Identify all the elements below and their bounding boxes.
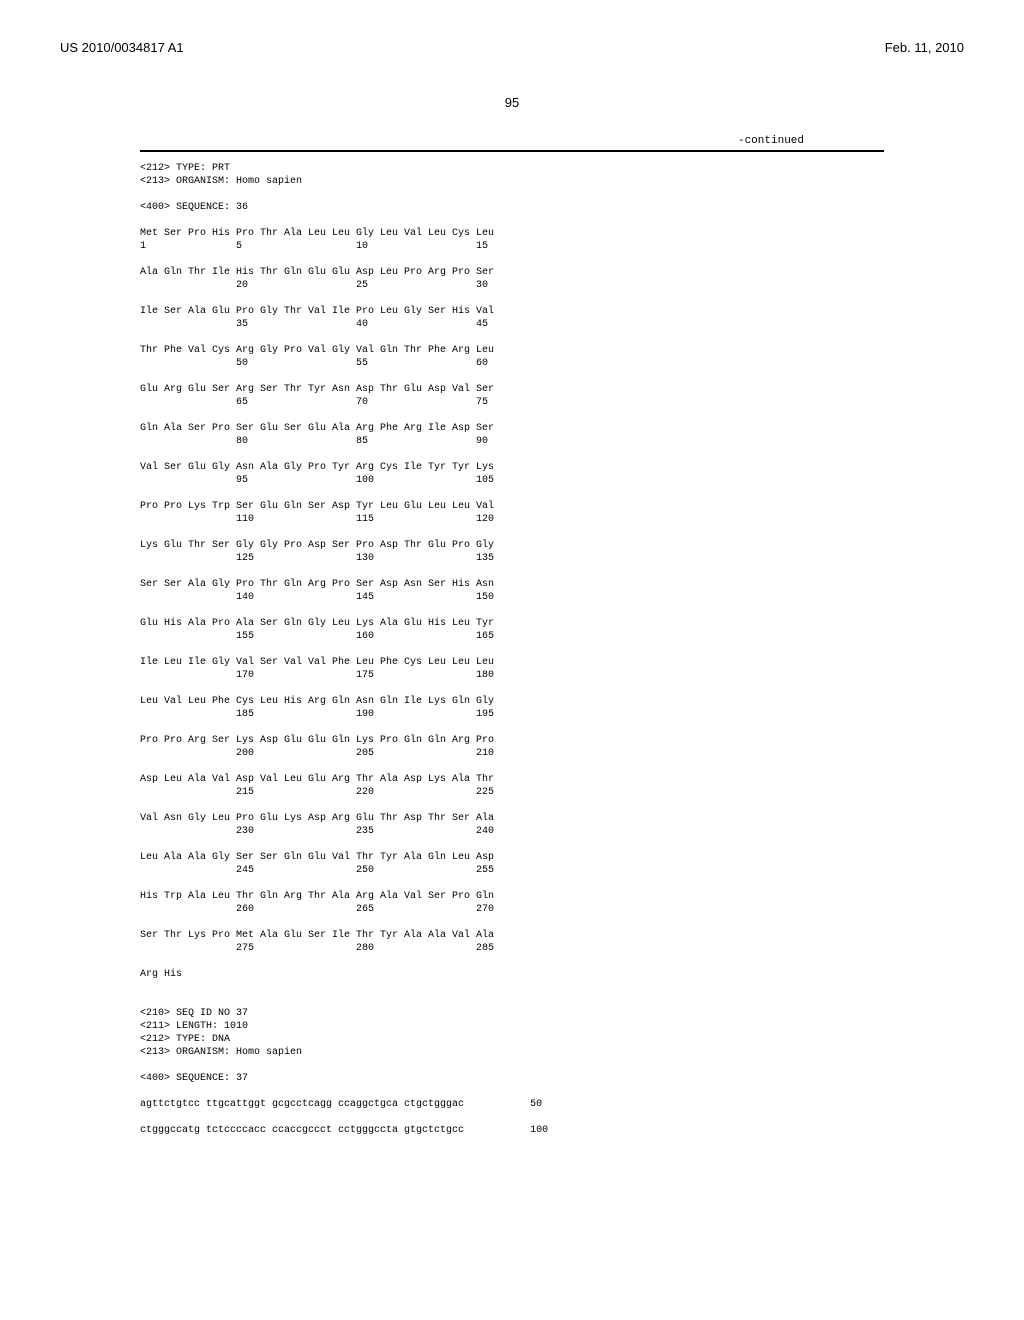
patent-number: US 2010/0034817 A1 <box>60 40 184 55</box>
sequence-37-body: agttctgtcc ttgcattggt gcgcctcagg ccaggct… <box>140 1098 964 1150</box>
page-number: 95 <box>60 95 964 110</box>
sequence-37-meta: <210> SEQ ID NO 37 <211> LENGTH: 1010 <2… <box>140 1007 964 1098</box>
page-header: US 2010/0034817 A1 Feb. 11, 2010 <box>60 40 964 55</box>
patent-date: Feb. 11, 2010 <box>885 40 964 55</box>
separator-line <box>140 150 884 152</box>
continued-label: -continued <box>60 135 804 147</box>
sequence-36-body: Met Ser Pro His Pro Thr Ala Leu Leu Gly … <box>140 227 964 1007</box>
sequence-36-meta: <212> TYPE: PRT <213> ORGANISM: Homo sap… <box>140 162 964 227</box>
